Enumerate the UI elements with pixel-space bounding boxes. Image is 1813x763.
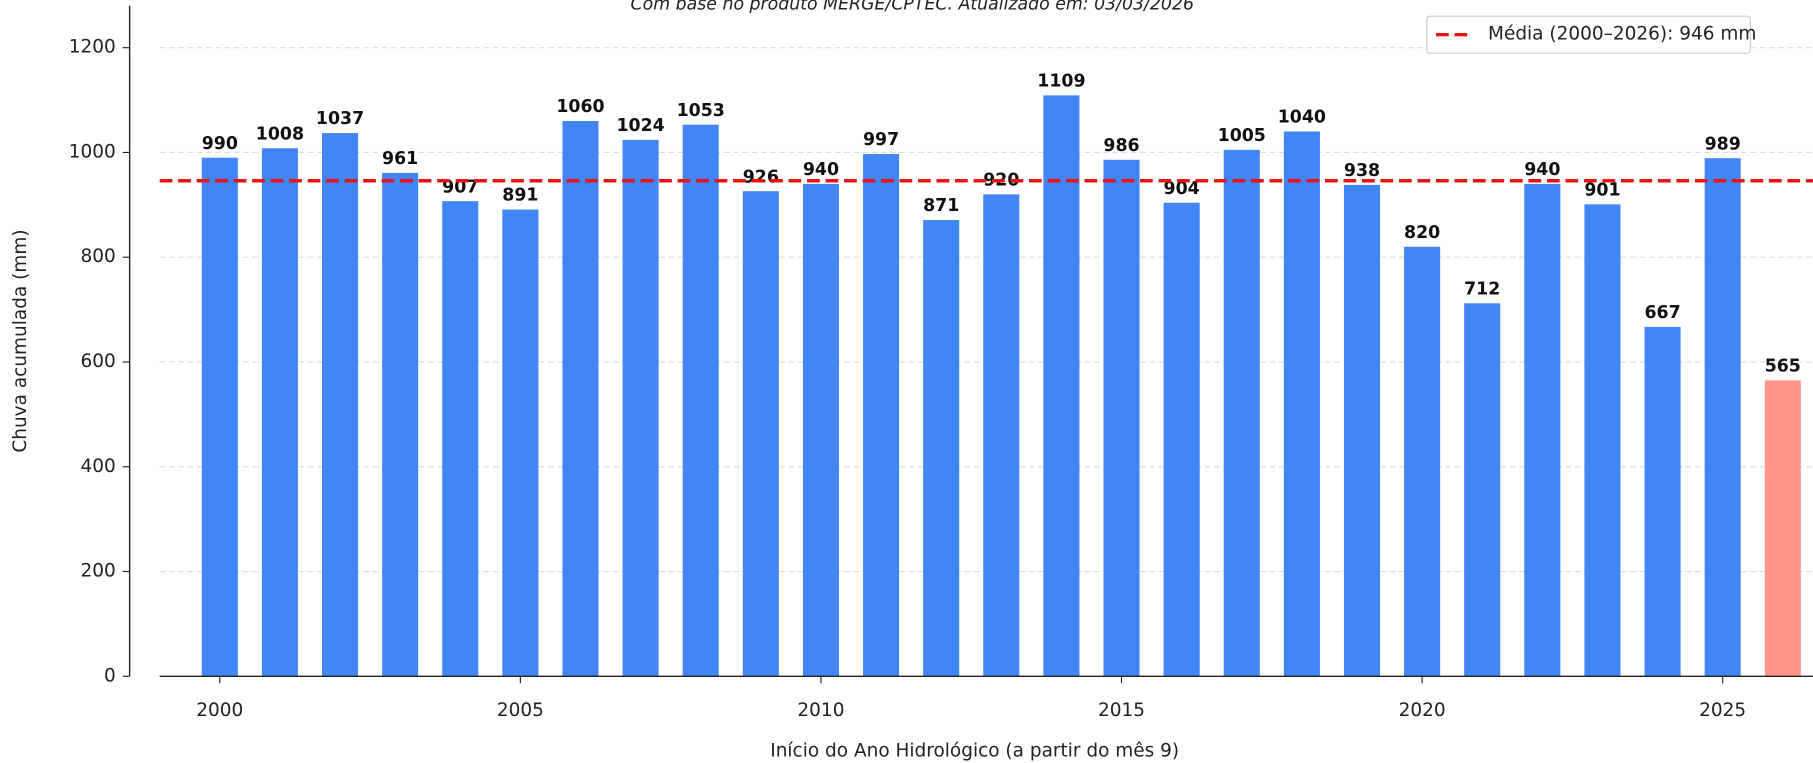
bar	[1223, 149, 1260, 677]
y-tick-label: 400	[80, 456, 115, 477]
bar	[742, 191, 779, 677]
bar	[1283, 131, 1320, 677]
bar	[201, 157, 238, 677]
value-label: 901	[1584, 180, 1620, 200]
value-label: 667	[1644, 303, 1680, 323]
value-label: 1024	[616, 116, 664, 136]
y-tick-label: 1000	[69, 141, 116, 162]
x-tick-label: 2015	[1098, 700, 1145, 721]
legend-label: Média (2000–2026): 946 mm	[1488, 24, 1756, 45]
bar	[442, 201, 479, 677]
value-label: 986	[1103, 136, 1139, 156]
bar	[802, 183, 839, 677]
value-label: 907	[442, 177, 478, 197]
x-tick-label: 2010	[797, 700, 844, 721]
bar	[261, 148, 298, 677]
value-label: 1109	[1037, 71, 1085, 91]
value-label: 926	[743, 167, 779, 187]
value-label: 961	[382, 149, 418, 169]
legend-box	[1426, 15, 1752, 54]
bar	[502, 209, 539, 677]
value-label: 938	[1344, 161, 1380, 181]
bar	[1584, 204, 1621, 677]
y-tick-label: 200	[80, 561, 115, 582]
value-label: 990	[202, 134, 238, 154]
value-label: 1053	[677, 101, 725, 121]
bar	[1404, 246, 1441, 677]
bar	[1103, 159, 1140, 677]
bar	[1644, 326, 1681, 677]
value-label: 989	[1705, 134, 1741, 154]
value-label: 820	[1404, 223, 1440, 243]
bar	[382, 172, 419, 677]
value-label: 871	[923, 196, 959, 216]
x-tick-label: 2000	[196, 700, 243, 721]
bar	[1343, 184, 1381, 677]
value-label: 1037	[316, 109, 364, 129]
x-tick-label: 2020	[1399, 700, 1446, 721]
value-label: 940	[1524, 160, 1560, 180]
bar	[1043, 95, 1080, 677]
x-tick-label: 2005	[497, 700, 544, 721]
value-label: 565	[1765, 356, 1801, 376]
bar	[682, 124, 719, 677]
y-tick-label: 0	[104, 665, 116, 686]
x-axis-label: Início do Ano Hidrológico (a partir do m…	[770, 740, 1179, 761]
value-label: 940	[803, 160, 839, 180]
y-tick-label: 1200	[69, 37, 116, 58]
bar	[863, 154, 900, 677]
value-label: 1040	[1278, 108, 1326, 128]
bar	[622, 139, 659, 677]
bar	[1764, 380, 1801, 677]
value-label: 1060	[556, 97, 604, 117]
value-label: 1008	[256, 124, 304, 144]
bar	[1524, 183, 1561, 677]
bar	[1464, 303, 1501, 677]
value-label: 891	[502, 186, 538, 206]
bar	[1163, 202, 1200, 677]
y-tick-label: 600	[80, 351, 115, 372]
y-tick-label: 800	[80, 246, 115, 267]
bar	[1704, 158, 1741, 677]
value-label: 712	[1464, 279, 1500, 299]
bar	[983, 194, 1020, 677]
value-label: 1005	[1218, 126, 1266, 146]
y-axis-label: Chuva acumulada (mm)	[10, 229, 31, 452]
bar	[321, 133, 359, 677]
x-tick-label: 2025	[1699, 700, 1746, 721]
bar	[562, 121, 599, 677]
value-label: 904	[1164, 179, 1200, 199]
chart-subtitle: Com base no produto MERGE/CPTEC. Atualiz…	[631, 0, 1194, 15]
bar	[923, 220, 960, 677]
value-label: 997	[863, 130, 899, 150]
